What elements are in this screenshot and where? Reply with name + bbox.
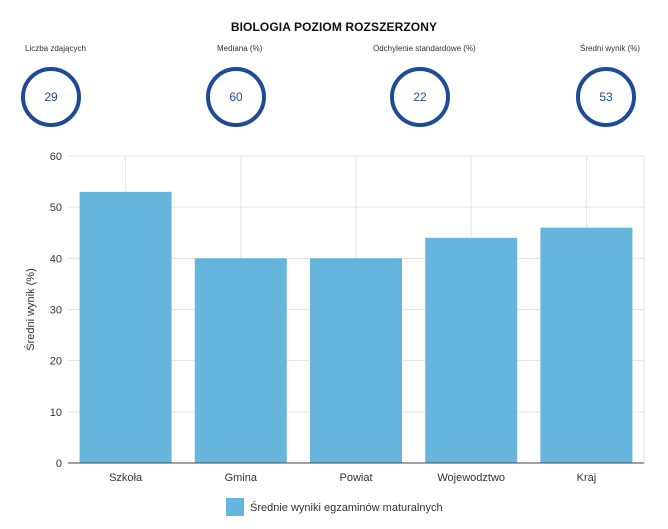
- stat-stddev-value: 22: [390, 67, 450, 127]
- bar[interactable]: [425, 237, 518, 463]
- y-tick-label: 10: [50, 407, 62, 419]
- y-axis-label: Średni wynik (%): [24, 268, 37, 351]
- y-tick-label: 0: [56, 458, 62, 470]
- stat-average-label: Średni wynik (%): [580, 44, 641, 53]
- bar[interactable]: [310, 258, 402, 463]
- stat-stddev: Odchylenie standardowe (%) 22: [373, 44, 493, 136]
- stat-median: Mediana (%) 60: [206, 44, 337, 136]
- y-tick-label: 30: [50, 305, 62, 317]
- bars: [79, 191, 633, 464]
- stat-count: Liczba zdających 29: [21, 44, 145, 136]
- x-tick-labels: Szkoła Gmina Powiat Wojewodztwo Kraj: [109, 472, 596, 484]
- stat-average: Średni wynik (%) 53: [576, 44, 668, 136]
- legend-label[interactable]: Średnie wyniki egzaminów maturalnych: [250, 501, 443, 514]
- stat-count-value: 29: [21, 67, 81, 127]
- legend-swatch[interactable]: [226, 498, 244, 516]
- x-tick-label: Wojewodztwo: [437, 472, 505, 484]
- bar[interactable]: [79, 191, 172, 464]
- bar[interactable]: [540, 227, 633, 463]
- x-tick-label: Powiat: [339, 472, 372, 484]
- stat-count-label: Liczba zdających: [25, 44, 86, 53]
- stat-stddev-label: Odchylenie standardowe (%): [373, 44, 476, 53]
- y-tick-label: 60: [50, 151, 62, 163]
- y-tick-label: 20: [50, 356, 62, 368]
- stat-median-value: 60: [206, 67, 266, 127]
- y-tick-label: 50: [50, 202, 62, 214]
- stat-median-label: Mediana (%): [217, 44, 263, 53]
- chart-title: BIOLOGIA POZIOM ROZSZERZONY: [230, 20, 438, 34]
- y-tick-labels: 0 10 20 30 40 50 60: [50, 151, 62, 470]
- x-tick-label: Szkoła: [109, 472, 143, 484]
- stat-average-value: 53: [576, 67, 636, 127]
- x-tick-label: Kraj: [577, 472, 597, 484]
- y-tick-label: 40: [50, 253, 62, 265]
- x-tick-label: Gmina: [225, 472, 258, 484]
- bar[interactable]: [194, 258, 287, 463]
